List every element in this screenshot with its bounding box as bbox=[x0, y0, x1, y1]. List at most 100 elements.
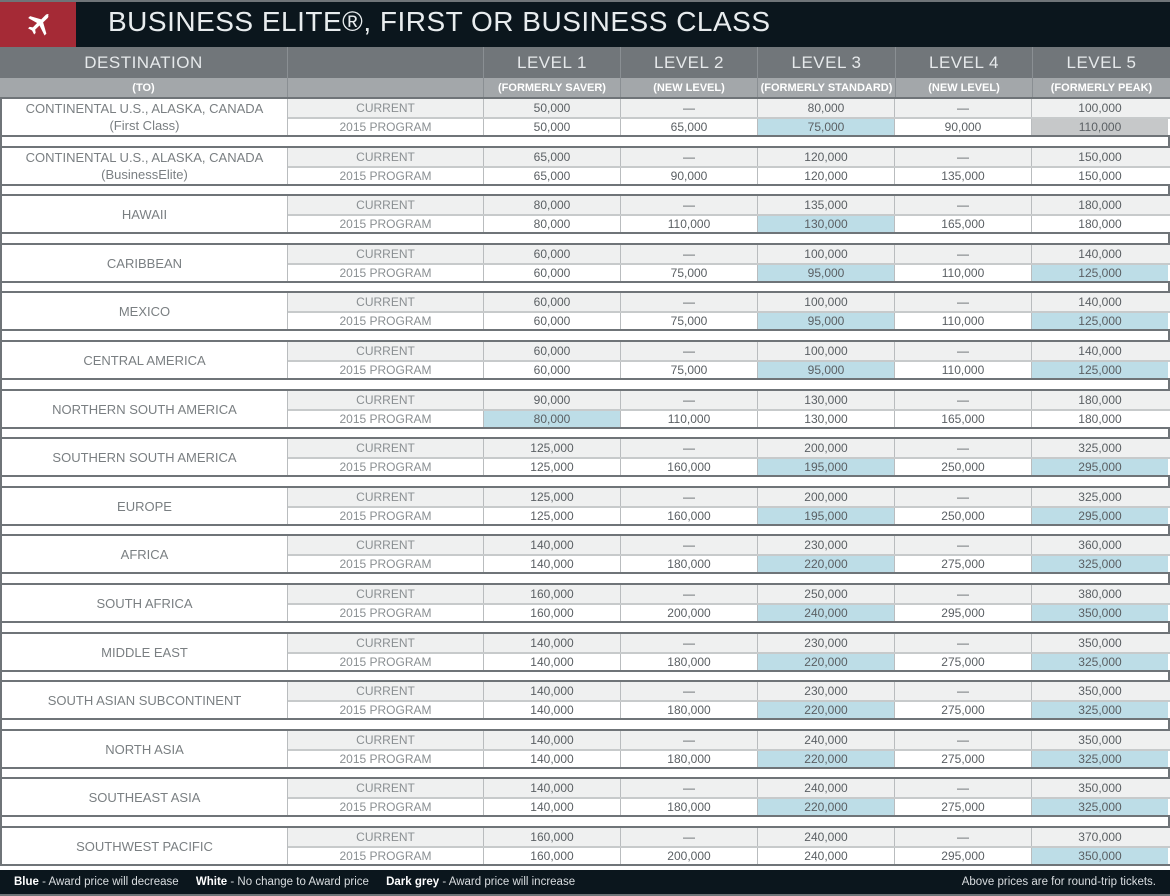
program-2015-row: 2015 PROGRAM 160,000 200,000 240,000 295,000… bbox=[288, 848, 1170, 864]
group-gap bbox=[0, 623, 1170, 632]
current-level-5: 180,000 bbox=[1078, 393, 1122, 407]
current-level-4: — bbox=[895, 682, 1032, 700]
program-level-1: 140,000 bbox=[484, 654, 621, 670]
row-label-2015-program: 2015 PROGRAM bbox=[288, 702, 484, 718]
program-2015-row: 2015 PROGRAM 60,000 75,000 95,000 110,000 125… bbox=[288, 362, 1170, 378]
program-level-1: 80,000 bbox=[484, 411, 621, 427]
current-level-3: 120,000 bbox=[758, 148, 895, 166]
program-level-2: 90,000 bbox=[621, 168, 758, 184]
header-level-5: LEVEL 5 bbox=[1033, 47, 1170, 78]
current-level-1: 140,000 bbox=[484, 536, 621, 554]
group-gap bbox=[0, 526, 1170, 534]
program-level-3: 130,000 bbox=[758, 216, 895, 232]
row-label-2015-program: 2015 PROGRAM bbox=[288, 313, 484, 329]
program-level-3: 220,000 bbox=[758, 654, 895, 670]
current-level-4: — bbox=[895, 391, 1032, 409]
current-level-1: 140,000 bbox=[484, 779, 621, 797]
current-level-4: — bbox=[895, 634, 1032, 652]
program-level-4: 110,000 bbox=[895, 313, 1032, 329]
program-2015-row: 2015 PROGRAM 50,000 65,000 75,000 90,000 110,… bbox=[288, 119, 1170, 135]
program-level-4: 110,000 bbox=[895, 362, 1032, 378]
current-level-1: 65,000 bbox=[484, 148, 621, 166]
current-level-3: 240,000 bbox=[758, 828, 895, 846]
current-level-5: 360,000 bbox=[1078, 538, 1122, 552]
destination-cell: SOUTHEAST ASIA bbox=[2, 779, 288, 815]
program-level-5: 110,000 bbox=[1032, 119, 1168, 135]
program-level-5: 125,000 bbox=[1032, 265, 1168, 281]
current-row: CURRENT 125,000—200,000—325,000 bbox=[288, 439, 1170, 459]
program-level-4: 275,000 bbox=[895, 702, 1032, 718]
current-level-2: — bbox=[621, 293, 758, 311]
current-level-1: 140,000 bbox=[484, 634, 621, 652]
group-gap bbox=[0, 283, 1170, 291]
destination-cell: HAWAII bbox=[2, 196, 288, 232]
program-level-5: 350,000 bbox=[1032, 605, 1168, 621]
program-level-5: 180,000 bbox=[1078, 217, 1122, 231]
program-level-2: 200,000 bbox=[621, 605, 758, 621]
current-level-2: — bbox=[621, 148, 758, 166]
program-2015-row: 2015 PROGRAM 65,000 90,000 120,000 135,000 15… bbox=[288, 168, 1170, 184]
current-level-4: — bbox=[895, 828, 1032, 846]
program-level-3: 95,000 bbox=[758, 313, 895, 329]
group-gap bbox=[0, 137, 1170, 146]
current-row: CURRENT 140,000—240,000—350,000 bbox=[288, 731, 1170, 751]
current-level-5: 325,000 bbox=[1078, 490, 1122, 504]
destination-group: AFRICA CURRENT 140,000—230,000—360,000 2015… bbox=[0, 534, 1170, 574]
program-level-4: 135,000 bbox=[895, 168, 1032, 184]
subheader-level-2: (NEW LEVEL) bbox=[621, 78, 758, 97]
row-label-current: CURRENT bbox=[288, 585, 484, 603]
current-level-2: — bbox=[621, 682, 758, 700]
program-level-2: 75,000 bbox=[621, 265, 758, 281]
destination-group: CONTINENTAL U.S., ALASKA, CANADA (First C… bbox=[0, 97, 1170, 137]
current-level-4: — bbox=[895, 731, 1032, 749]
row-label-current: CURRENT bbox=[288, 828, 484, 846]
current-level-2: — bbox=[621, 828, 758, 846]
current-level-5: 350,000 bbox=[1078, 684, 1122, 698]
program-level-2: 110,000 bbox=[621, 411, 758, 427]
destination-class: (First Class) bbox=[109, 118, 180, 133]
destination-cell: EUROPE bbox=[2, 488, 288, 524]
program-2015-row: 2015 PROGRAM 60,000 75,000 95,000 110,000 125… bbox=[288, 313, 1170, 329]
footer-legend-bar: Blue - Award price will decrease White -… bbox=[0, 870, 1170, 896]
current-level-2: — bbox=[621, 391, 758, 409]
program-level-2: 75,000 bbox=[621, 313, 758, 329]
row-label-2015-program: 2015 PROGRAM bbox=[288, 459, 484, 475]
group-gap bbox=[0, 477, 1170, 486]
subheader-level-3: (FORMERLY STANDARD) bbox=[758, 78, 896, 97]
program-level-4: 250,000 bbox=[895, 459, 1032, 475]
current-level-3: 240,000 bbox=[758, 779, 895, 797]
current-level-4: — bbox=[895, 293, 1032, 311]
program-2015-row: 2015 PROGRAM 80,000 110,000 130,000 165,000 1… bbox=[288, 411, 1170, 427]
current-row: CURRENT 140,000—230,000—350,000 bbox=[288, 682, 1170, 702]
destination-group: SOUTHERN SOUTH AMERICA CURRENT 125,000—200… bbox=[0, 437, 1170, 477]
program-level-1: 60,000 bbox=[484, 313, 621, 329]
row-label-current: CURRENT bbox=[288, 439, 484, 457]
program-level-1: 65,000 bbox=[484, 168, 621, 184]
group-gap bbox=[0, 429, 1170, 437]
subheader-level-5: (FORMERLY PEAK) bbox=[1033, 78, 1170, 97]
current-level-2: — bbox=[621, 731, 758, 749]
program-2015-row: 2015 PROGRAM 140,000 180,000 220,000 275,000… bbox=[288, 751, 1170, 767]
legend-blue: Blue - Award price will decrease bbox=[14, 876, 179, 888]
current-level-3: 250,000 bbox=[758, 585, 895, 603]
page-title: BUSINESS ELITE®, FIRST OR BUSINESS CLASS bbox=[108, 6, 771, 37]
program-level-5: 325,000 bbox=[1032, 702, 1168, 718]
row-label-2015-program: 2015 PROGRAM bbox=[288, 848, 484, 864]
row-label-2015-program: 2015 PROGRAM bbox=[288, 508, 484, 524]
program-level-5: 125,000 bbox=[1032, 313, 1168, 329]
row-label-current: CURRENT bbox=[288, 245, 484, 263]
program-level-1: 160,000 bbox=[484, 848, 621, 864]
program-level-4: 110,000 bbox=[895, 265, 1032, 281]
program-level-5: 325,000 bbox=[1032, 751, 1168, 767]
current-level-1: 90,000 bbox=[484, 391, 621, 409]
destination-class: (BusinessElite) bbox=[101, 167, 188, 182]
current-level-2: — bbox=[621, 585, 758, 603]
current-level-2: — bbox=[621, 99, 758, 117]
destination-cell: CONTINENTAL U.S., ALASKA, CANADA (Busines… bbox=[2, 148, 288, 184]
row-label-current: CURRENT bbox=[288, 731, 484, 749]
program-2015-row: 2015 PROGRAM 60,000 75,000 95,000 110,000 125… bbox=[288, 265, 1170, 281]
current-row: CURRENT 65,000—120,000—150,000 bbox=[288, 148, 1170, 168]
current-row: CURRENT 80,000—135,000—180,000 bbox=[288, 196, 1170, 216]
current-level-5: 370,000 bbox=[1078, 830, 1122, 844]
